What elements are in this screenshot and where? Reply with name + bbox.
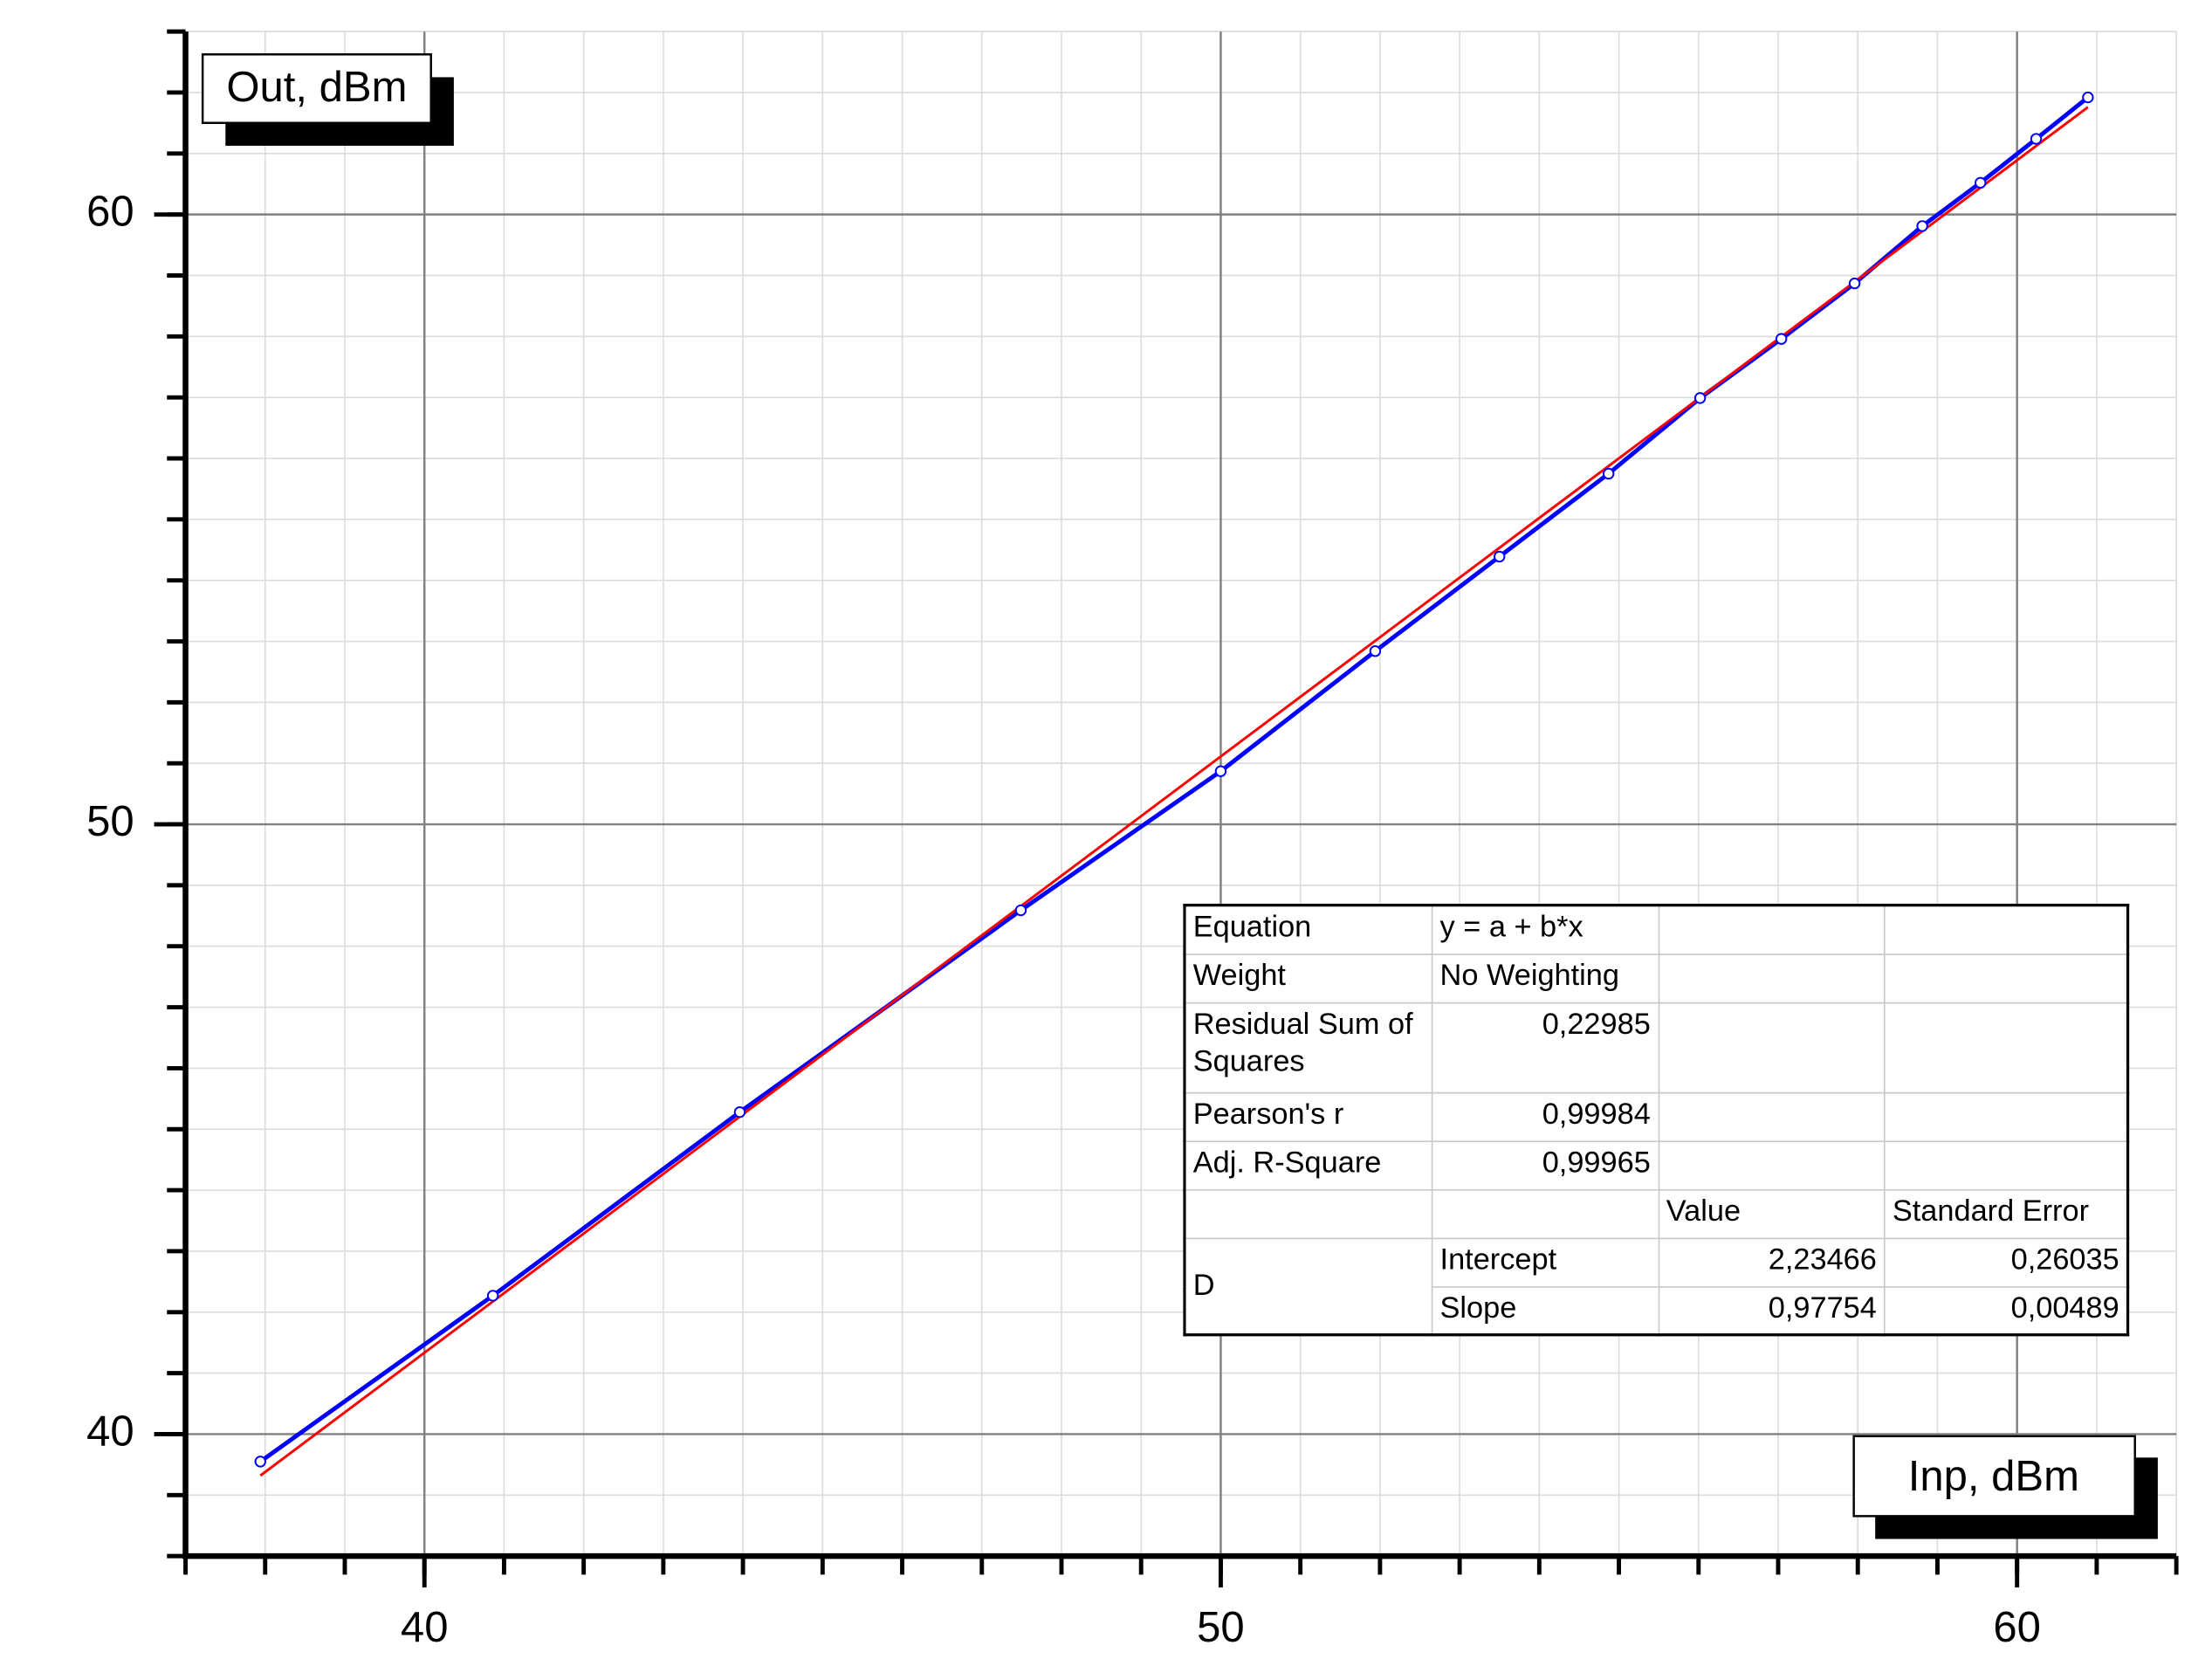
empty-cell xyxy=(1884,1139,2129,1190)
data-point xyxy=(1848,277,1861,290)
y-tick-label: 40 xyxy=(86,1408,134,1455)
param-error: 0,00489 xyxy=(1884,1285,2129,1336)
param-value: 0,97754 xyxy=(1657,1285,1886,1336)
empty-cell xyxy=(1657,1091,1886,1142)
x-tick-label: 50 xyxy=(1197,1604,1245,1651)
stat-value: y = a + b*x xyxy=(1431,904,1659,955)
x-tick-label: 40 xyxy=(401,1604,449,1651)
data-point xyxy=(1775,333,1788,345)
table-body: Equation y = a + b*x Weight No Weighting Res… xyxy=(1184,904,2129,1336)
empty-cell xyxy=(1657,953,1886,1003)
empty-cell xyxy=(1184,1188,1433,1239)
data-point xyxy=(1916,220,1928,232)
empty-cell xyxy=(1884,1001,2129,1093)
param-name: Slope xyxy=(1431,1285,1659,1336)
stats-row: Residual Sum of Squares 0,22985 xyxy=(1184,1001,2129,1093)
header-row: Value Standard Error xyxy=(1184,1188,2129,1239)
param-value: 2,23466 xyxy=(1657,1236,1886,1287)
stat-label: Residual Sum of Squares xyxy=(1184,1001,1433,1093)
label-box xyxy=(1852,1435,2136,1518)
column-header: Value xyxy=(1657,1188,1886,1239)
stats-table-wrap: Equation y = a + b*x Weight No Weighting Res… xyxy=(1183,904,2134,1337)
stats-row: Adj. R-Square 0,99965 xyxy=(1184,1139,2129,1190)
stat-label: Pearson's r xyxy=(1184,1091,1433,1142)
y-tick-label: 60 xyxy=(86,189,134,236)
y-tick-label: 50 xyxy=(86,798,134,845)
data-point xyxy=(254,1456,266,1468)
plot xyxy=(254,91,2094,1477)
stat-label: Adj. R-Square xyxy=(1184,1139,1433,1190)
stat-label: Weight xyxy=(1184,953,1433,1003)
data-point xyxy=(1494,550,1506,563)
stat-value: 0,22985 xyxy=(1431,1001,1659,1093)
stats-table: Equation y = a + b*x Weight No Weighting Res… xyxy=(1183,904,2130,1337)
stats-row: Weight No Weighting xyxy=(1184,953,2129,1003)
param-name: Intercept xyxy=(1431,1236,1659,1287)
column-header: Standard Error xyxy=(1884,1188,2129,1239)
data-point xyxy=(733,1105,746,1119)
empty-cell xyxy=(1657,1139,1886,1190)
data-point xyxy=(1602,467,1615,480)
y-axis-label: Out, dBm xyxy=(226,64,407,111)
param-error: 0,26035 xyxy=(1884,1236,2129,1287)
stat-value: No Weighting xyxy=(1431,953,1659,1003)
data-point xyxy=(1014,904,1027,917)
empty-cell xyxy=(1884,904,2129,955)
empty-cell xyxy=(1657,1001,1886,1093)
stats-row: Pearson's r 0,99984 xyxy=(1184,1091,2129,1142)
group-label: D xyxy=(1184,1236,1433,1336)
stat-value: 0,99965 xyxy=(1431,1139,1659,1190)
empty-cell xyxy=(1657,904,1886,955)
stat-value: 0,99984 xyxy=(1431,1091,1659,1142)
empty-cell xyxy=(1884,1091,2129,1142)
data-point xyxy=(486,1290,499,1302)
axes: 40 50 60 40 50 60 xyxy=(86,29,2179,1651)
x-tick-label: 60 xyxy=(1993,1604,2041,1651)
param-row: D Intercept 2,23466 0,26035 xyxy=(1184,1236,2129,1336)
data-point xyxy=(1369,644,1382,657)
data-point xyxy=(1214,765,1227,777)
data-point xyxy=(2030,133,2043,145)
data-point xyxy=(1693,392,1707,404)
param-row: Slope 0,97754 0,00489 xyxy=(1185,1285,2129,1336)
stat-label: Equation xyxy=(1184,904,1433,955)
stats-row: Equation y = a + b*x xyxy=(1184,904,2129,955)
empty-cell xyxy=(1431,1188,1659,1239)
data-point xyxy=(2082,91,2094,104)
x-axis-label: Inp, dBm xyxy=(1908,1453,2079,1500)
data-point xyxy=(1975,176,1987,189)
empty-cell xyxy=(1884,953,2129,1003)
label-box xyxy=(201,53,432,124)
